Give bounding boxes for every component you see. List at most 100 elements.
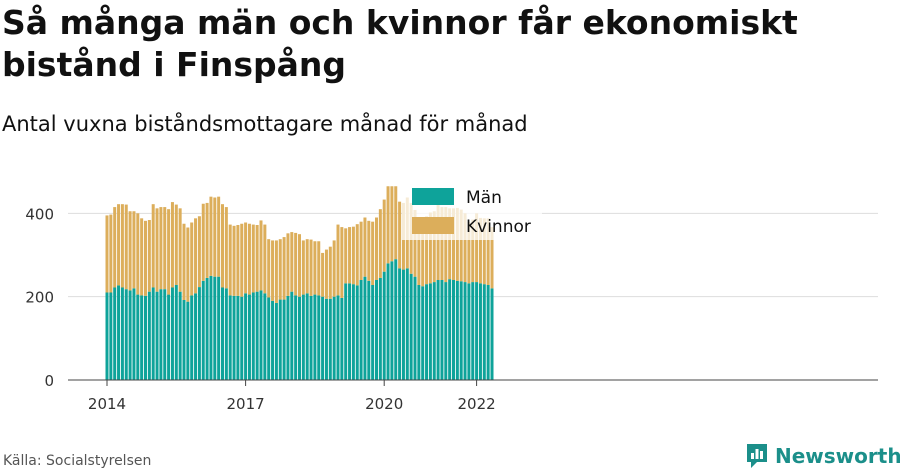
bar-kvinnor-2022-02 bbox=[478, 217, 482, 284]
bar-man-2015-09 bbox=[182, 300, 186, 380]
newsworthy-chart-icon bbox=[747, 444, 767, 468]
bar-man-2018-01 bbox=[290, 291, 294, 380]
bar-man-2017-02 bbox=[247, 294, 251, 380]
y-tick-label: 400 bbox=[25, 205, 54, 223]
bar-man-2016-05 bbox=[213, 276, 217, 380]
bar-kvinnor-2017-04 bbox=[255, 225, 259, 292]
bar-man-2019-05 bbox=[351, 284, 355, 380]
bar-kvinnor-2015-01 bbox=[151, 204, 155, 288]
bar-man-2021-11 bbox=[467, 283, 471, 380]
bar-man-2019-04 bbox=[348, 283, 352, 380]
bar-kvinnor-2015-08 bbox=[178, 208, 182, 292]
legend-swatch-kvinnor bbox=[412, 217, 454, 234]
bar-kvinnor-2021-02 bbox=[432, 211, 436, 283]
bar-kvinnor-2018-11 bbox=[328, 246, 332, 299]
bar-man-2017-03 bbox=[251, 292, 255, 380]
bar-kvinnor-2021-05 bbox=[444, 207, 448, 283]
bar-man-2018-09 bbox=[321, 296, 325, 380]
bar-kvinnor-2017-01 bbox=[244, 222, 248, 294]
bar-man-2018-11 bbox=[328, 298, 332, 380]
bar-kvinnor-2015-10 bbox=[186, 227, 190, 302]
bar-kvinnor-2020-01 bbox=[382, 199, 386, 272]
bar-man-2017-01 bbox=[244, 293, 248, 380]
bar-kvinnor-2020-02 bbox=[386, 186, 390, 264]
bar-kvinnor-2018-02 bbox=[294, 232, 298, 296]
bar-man-2016-11 bbox=[236, 295, 240, 380]
bar-man-2020-05 bbox=[398, 268, 402, 380]
bar-kvinnor-2022-03 bbox=[482, 218, 486, 285]
bar-man-2016-02 bbox=[201, 280, 205, 380]
newsworthy-logo: Newsworthy bbox=[745, 441, 900, 471]
bar-kvinnor-2019-04 bbox=[348, 227, 352, 284]
bar-man-2015-02 bbox=[155, 291, 159, 380]
bar-kvinnor-2021-12 bbox=[471, 219, 475, 283]
bar-man-2020-11 bbox=[421, 286, 425, 380]
bar-man-2022-03 bbox=[482, 284, 486, 380]
bar-kvinnor-2015-04 bbox=[163, 207, 167, 290]
bar-kvinnor-2015-07 bbox=[174, 204, 178, 285]
bar-man-2018-08 bbox=[317, 295, 321, 380]
bar-man-2020-04 bbox=[394, 259, 398, 380]
legend: Män Kvinnor bbox=[402, 180, 542, 240]
bar-man-2018-07 bbox=[313, 294, 317, 380]
bar-man-2019-01 bbox=[336, 295, 340, 380]
bar-kvinnor-2019-08 bbox=[363, 217, 367, 277]
bar-man-2019-07 bbox=[359, 280, 363, 380]
bar-kvinnor-2014-01 bbox=[105, 215, 109, 293]
bar-man-2019-09 bbox=[367, 280, 371, 380]
bar-man-2019-11 bbox=[375, 280, 378, 380]
bar-kvinnor-2015-02 bbox=[155, 208, 159, 292]
bar-kvinnor-2016-09 bbox=[228, 224, 232, 296]
bar-kvinnor-2014-07 bbox=[128, 211, 132, 291]
bar-man-2019-06 bbox=[355, 285, 359, 380]
y-tick-label: 0 bbox=[44, 372, 54, 390]
bar-man-2016-06 bbox=[217, 276, 221, 380]
x-tick-label: 2020 bbox=[365, 395, 403, 413]
bar-man-2014-02 bbox=[109, 292, 113, 380]
legend-swatch-man bbox=[412, 188, 454, 205]
bar-kvinnor-2017-11 bbox=[282, 237, 286, 300]
bar-kvinnor-2017-07 bbox=[267, 239, 271, 298]
bar-kvinnor-2019-05 bbox=[351, 226, 355, 285]
bar-man-2019-08 bbox=[363, 276, 367, 380]
bar-kvinnor-2016-10 bbox=[232, 225, 236, 296]
bar-kvinnor-2018-04 bbox=[301, 240, 305, 295]
bar-kvinnor-2021-07 bbox=[452, 208, 455, 280]
bar-man-2018-12 bbox=[332, 296, 336, 380]
bar-kvinnor-2019-06 bbox=[355, 224, 359, 286]
bar-kvinnor-2020-10 bbox=[417, 217, 421, 285]
bar-kvinnor-2016-05 bbox=[213, 197, 217, 277]
bar-man-2022-01 bbox=[475, 282, 479, 380]
bar-kvinnor-2015-03 bbox=[159, 207, 163, 290]
bar-man-2018-06 bbox=[309, 295, 313, 380]
bar-man-2017-06 bbox=[263, 293, 267, 380]
bar-man-2020-08 bbox=[409, 273, 413, 380]
bar-kvinnor-2016-04 bbox=[209, 196, 213, 276]
bar-kvinnor-2015-06 bbox=[170, 202, 174, 288]
bar-man-2020-03 bbox=[390, 261, 394, 380]
bar-kvinnor-2017-12 bbox=[286, 233, 290, 296]
bar-man-2021-12 bbox=[471, 282, 475, 380]
bar-kvinnor-2014-11 bbox=[144, 220, 147, 296]
source-note: Källa: Socialstyrelsen bbox=[3, 453, 152, 469]
bar-kvinnor-2014-09 bbox=[136, 213, 140, 295]
bar-kvinnor-2019-03 bbox=[344, 228, 348, 284]
bar-kvinnor-2021-09 bbox=[459, 209, 463, 282]
bar-man-2021-09 bbox=[459, 281, 463, 380]
bar-kvinnor-2021-04 bbox=[440, 207, 444, 280]
bar-man-2014-07 bbox=[128, 290, 132, 380]
bar-man-2021-10 bbox=[463, 282, 467, 380]
bar-kvinnor-2014-10 bbox=[140, 218, 144, 296]
bar-man-2016-07 bbox=[221, 287, 224, 380]
page-title: Så många män och kvinnor får ekonomiskt … bbox=[2, 3, 798, 84]
bar-man-2021-06 bbox=[448, 279, 452, 380]
bar-kvinnor-2015-09 bbox=[182, 223, 186, 300]
bar-kvinnor-2014-06 bbox=[124, 204, 128, 290]
bar-kvinnor-2017-05 bbox=[259, 220, 263, 291]
bar-kvinnor-2019-11 bbox=[375, 217, 378, 280]
bar-man-2017-08 bbox=[271, 300, 275, 380]
bar-kvinnor-2021-03 bbox=[436, 205, 440, 280]
bar-kvinnor-2019-12 bbox=[378, 209, 382, 278]
bar-kvinnor-2019-09 bbox=[367, 220, 371, 281]
